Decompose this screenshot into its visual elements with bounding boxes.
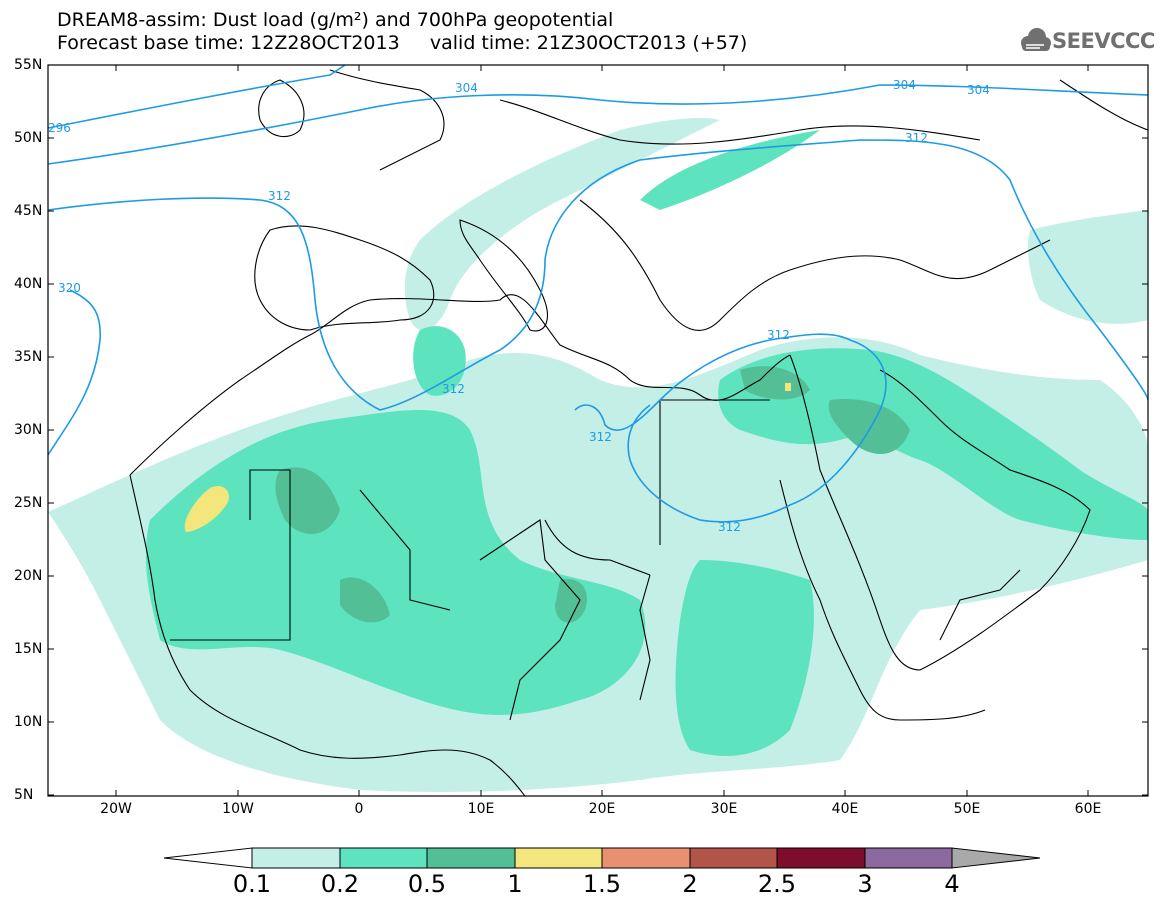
lon-label: 20W <box>100 801 132 817</box>
logo-text: SEEVCCC <box>1052 29 1155 53</box>
colorbar-over-triangle <box>951 847 1041 869</box>
colorbar-bin <box>339 847 428 869</box>
lon-label: 60E <box>1074 801 1102 817</box>
cloud-icon <box>1021 28 1051 51</box>
colorbar-label: 1 <box>507 870 523 898</box>
contour-label: 304 <box>967 83 990 97</box>
colorbar-label: 2.5 <box>757 870 797 898</box>
colorbar-label: 2 <box>682 870 698 898</box>
colorbar-bin <box>514 847 603 869</box>
lat-label: 40N <box>14 276 43 292</box>
contour-label: 296 <box>48 121 71 135</box>
contour-label: 312 <box>589 430 612 444</box>
lon-label: 10E <box>467 801 495 817</box>
contour-label: 320 <box>58 281 81 295</box>
lat-label: 20N <box>14 568 43 584</box>
lat-label: 35N <box>14 349 43 365</box>
colorbar-label: 4 <box>944 870 960 898</box>
colorbar-bin <box>601 847 691 869</box>
lon-label: 50E <box>953 801 981 817</box>
colorbar-bin <box>251 847 341 869</box>
lon-label: 0 <box>354 801 364 817</box>
contour-label: 312 <box>718 520 741 534</box>
lon-label: 30E <box>710 801 738 817</box>
dust-shading <box>48 118 1148 792</box>
colorbar-label: 0.1 <box>232 870 272 898</box>
colorbar-label: 3 <box>857 870 873 898</box>
colorbar-bin <box>864 847 953 869</box>
colorbar-bin <box>776 847 866 869</box>
contour-label: 304 <box>893 78 916 92</box>
colorbar-under-triangle <box>163 847 253 869</box>
contour-label: 312 <box>268 189 291 203</box>
contour-label: 312 <box>905 131 928 145</box>
lat-label: 25N <box>14 495 43 511</box>
coastlines <box>129 69 1148 796</box>
contour-label: 312 <box>767 328 790 342</box>
logo <box>1021 28 1051 51</box>
lat-label: 15N <box>14 641 43 657</box>
lat-label: 55N <box>14 57 43 73</box>
lat-label: 45N <box>14 203 43 219</box>
lat-label: 30N <box>14 422 43 438</box>
colorbar-bin <box>426 847 516 869</box>
lon-label: 10W <box>222 801 254 817</box>
axis-ticks <box>48 64 1148 796</box>
colorbar <box>163 847 1041 869</box>
colorbar-label: 0.2 <box>320 870 360 898</box>
lat-label: 5N <box>14 787 34 803</box>
lat-label: 50N <box>14 130 43 146</box>
contour-label: 304 <box>455 81 478 95</box>
colorbar-label: 1.5 <box>582 870 622 898</box>
colorbar-label: 0.5 <box>407 870 447 898</box>
geopotential-contours <box>48 65 1148 523</box>
lat-label: 10N <box>14 714 43 730</box>
map-title: DREAM8-assim: Dust load (g/m²) and 700hP… <box>57 9 614 31</box>
lon-label: 40E <box>831 801 859 817</box>
colorbar-bin <box>689 847 778 869</box>
lon-label: 20E <box>588 801 616 817</box>
contour-label: 312 <box>442 382 465 396</box>
forecast-time-line: Forecast base time: 12Z28OCT2013 valid t… <box>57 32 748 54</box>
